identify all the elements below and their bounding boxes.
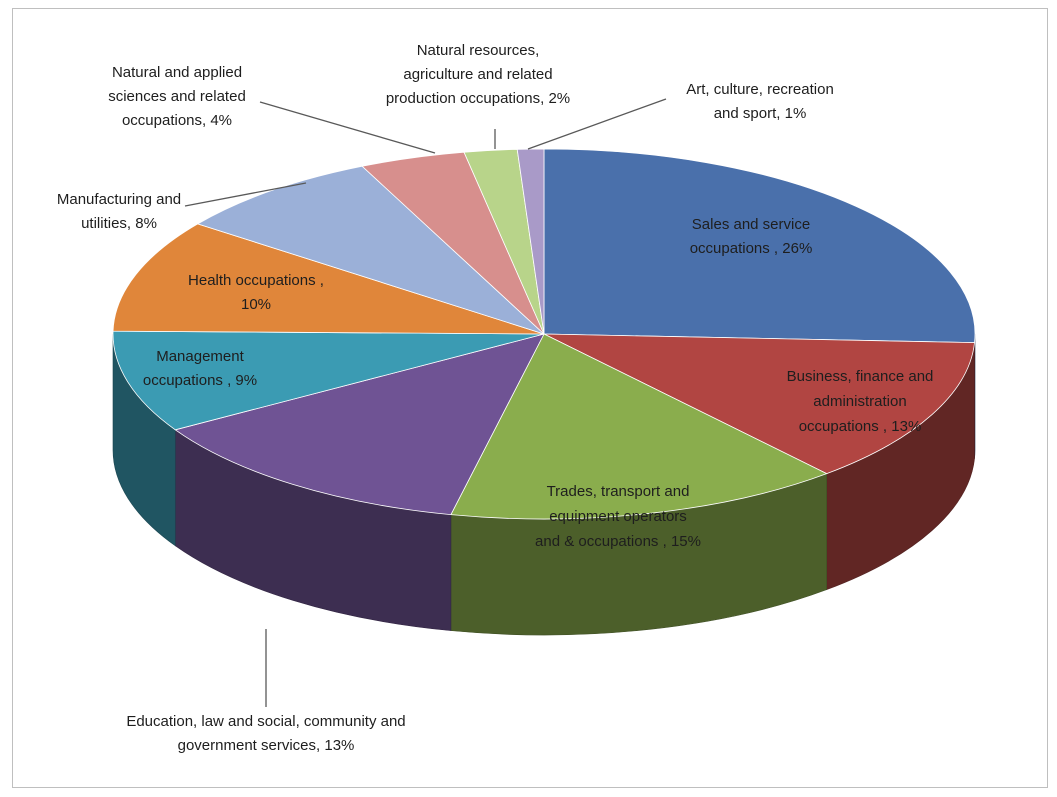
pie-slice-sales-and-service-occupations	[543, 148, 976, 344]
data-label-trades-transport-and-equipment-operators-and-occupations: Trades, transport and equipment operators…	[535, 483, 701, 550]
pie-slice-management-occupations	[112, 330, 545, 431]
data-label-natural-and-applied-sciences-and-related-occupations: Natural and applied sciences and related o…	[108, 64, 246, 129]
pie-slice-trades-transport-and-equipment-operators-and-occupations	[450, 333, 828, 520]
pie-side-walls	[112, 333, 976, 636]
data-label-sales-and-service-occupations: Sales and service occupations , 26%	[690, 216, 813, 257]
leader-line-art-culture-recreation-and-sport	[527, 98, 667, 150]
pie-slice-business-finance-and-administration-occupations	[543, 333, 975, 475]
data-label-management-occupations: Management occupations , 9%	[143, 348, 257, 389]
pie-chart: Sales and service occupations , 26% Busine…	[57, 42, 976, 754]
data-label-education-law-and-social-community-and-government-services: Education, law and social, community and…	[126, 713, 405, 754]
data-label-natural-resources-agriculture-and-related-production-occupations: Natural resources, agriculture and relate…	[386, 42, 570, 107]
data-label-manufacturing-and-utilities: Manufacturing and utilities, 8%	[57, 191, 181, 232]
data-label-business-finance-and-administration-occupations: Business, finance and administration occup…	[787, 368, 934, 435]
pie-slice-education-law-and-social-community-and-government-services	[174, 333, 545, 516]
chart-frame: Sales and service occupations , 26% Busine…	[12, 8, 1048, 788]
leader-line-natural-and-applied-sciences-and-related-occupations	[259, 101, 436, 154]
leader-lines	[184, 98, 667, 707]
data-labels: Sales and service occupations , 26% Busine…	[57, 42, 934, 754]
data-label-art-culture-recreation-and-sport: Art, culture, recreation and sport, 1%	[686, 81, 834, 122]
pie-slice-manufacturing-and-utilities	[196, 165, 545, 335]
data-label-health-occupations: Health occupations , 10%	[188, 272, 324, 313]
leader-line-manufacturing-and-utilities	[184, 182, 307, 207]
pie-slice-art-culture-recreation-and-sport	[516, 148, 545, 335]
pie-top-faces	[112, 148, 976, 520]
pie-slice-health-occupations	[112, 223, 545, 335]
